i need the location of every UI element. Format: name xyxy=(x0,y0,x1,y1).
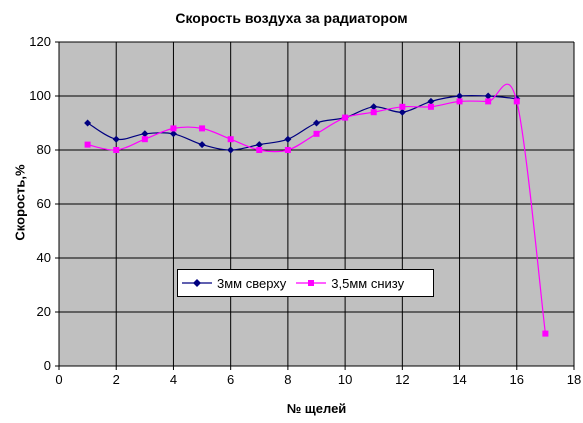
series-2-point xyxy=(313,130,320,137)
series-2-point xyxy=(427,103,434,110)
series-2-point xyxy=(199,125,206,132)
legend-label-series-2: 3,5мм снизу xyxy=(331,275,405,291)
legend-label-series-1: 3мм сверху xyxy=(217,275,287,291)
series-1-point xyxy=(198,141,206,149)
series-1-point xyxy=(84,119,92,127)
legend-item-series-2: 3,5мм снизу xyxy=(296,276,404,291)
y-tick-label: 60 xyxy=(37,196,51,211)
series-1-point xyxy=(398,108,406,116)
series-2-point xyxy=(513,98,520,105)
series-1-point xyxy=(284,135,292,143)
x-tick-label: 18 xyxy=(567,372,581,387)
x-tick-label: 14 xyxy=(452,372,466,387)
series-2-point xyxy=(284,147,291,153)
series-2-point xyxy=(399,103,406,110)
x-tick-label: 2 xyxy=(113,372,120,387)
tick-labels: 0 2 4 6 8 10 12 14 16 18 0 20 40 60 80 100 120 xyxy=(29,34,581,387)
series-2-point xyxy=(141,136,148,143)
y-axis-label: Скорость,% xyxy=(12,164,28,241)
series-1-point xyxy=(255,141,263,149)
series-1-point xyxy=(456,92,464,100)
x-tick-label: 6 xyxy=(227,372,234,387)
series-1-point xyxy=(227,146,235,154)
y-tick-label: 120 xyxy=(29,34,51,49)
chart-title: Скорость воздуха за радиатором xyxy=(175,10,408,26)
legend-item-series-1: 3мм сверху xyxy=(182,276,286,291)
series-1-point xyxy=(484,92,492,100)
y-tick-label: 80 xyxy=(37,142,51,157)
series-1-point xyxy=(141,130,149,138)
x-tick-label: 10 xyxy=(338,372,352,387)
series-2-point xyxy=(342,114,349,121)
series-2-point xyxy=(485,98,492,105)
series-1-point xyxy=(313,119,320,127)
series-2-point xyxy=(170,125,177,132)
series-2-point xyxy=(113,147,120,153)
axes xyxy=(55,41,575,370)
y-tick-label: 0 xyxy=(44,358,51,373)
legend-swatch-series-1 xyxy=(182,279,212,287)
y-tick-label: 20 xyxy=(37,304,51,319)
legend: 3мм сверху 3,5мм снизу xyxy=(177,269,434,297)
series-2-point xyxy=(370,109,377,116)
series-1-point xyxy=(427,97,435,105)
x-tick-label: 4 xyxy=(170,372,177,387)
x-tick-label: 0 xyxy=(55,372,62,387)
series-2-point xyxy=(456,98,463,105)
series-1-point xyxy=(370,103,378,111)
x-axis-label: № щелей xyxy=(286,401,347,416)
x-tick-label: 8 xyxy=(284,372,291,387)
y-tick-label: 40 xyxy=(37,250,51,265)
series-1-point xyxy=(112,135,120,143)
series-2-point xyxy=(84,141,91,148)
legend-swatch-series-2 xyxy=(296,280,327,286)
series-2-point xyxy=(256,147,263,153)
series-2-point xyxy=(227,136,234,143)
series-group xyxy=(84,83,549,337)
series-2-point xyxy=(542,330,549,337)
x-tick-label: 16 xyxy=(510,372,524,387)
x-tick-label: 12 xyxy=(395,372,409,387)
y-tick-label: 100 xyxy=(29,88,51,103)
grid-lines xyxy=(59,41,575,366)
series-1-point xyxy=(169,130,177,138)
